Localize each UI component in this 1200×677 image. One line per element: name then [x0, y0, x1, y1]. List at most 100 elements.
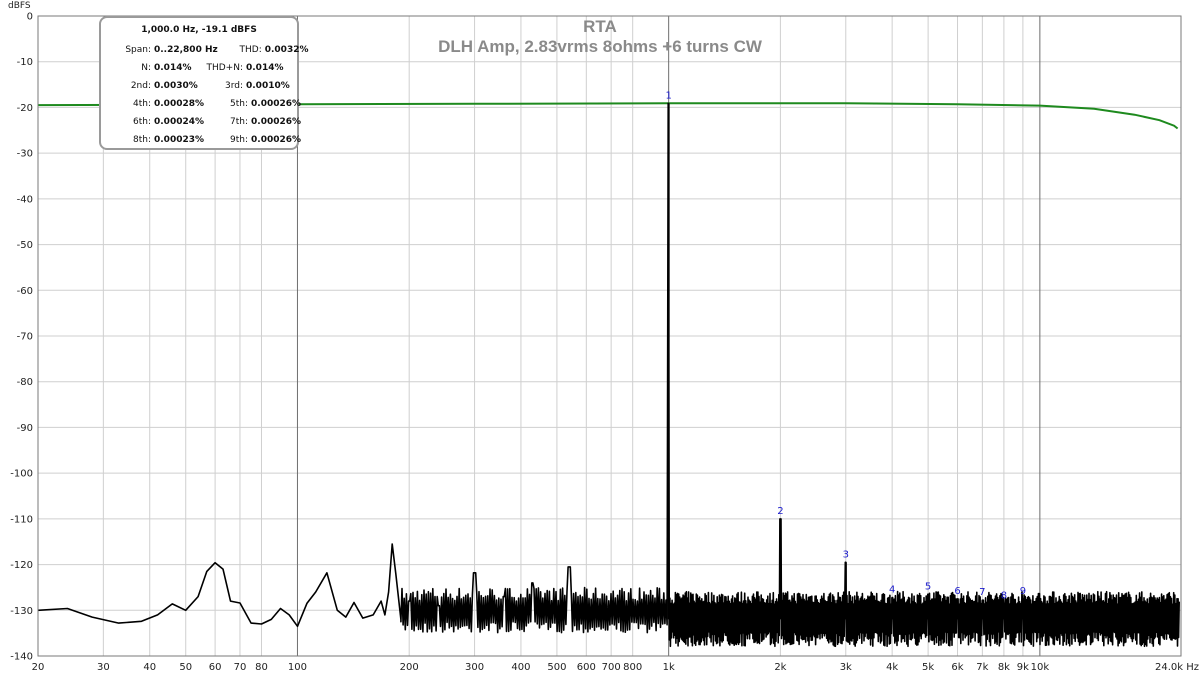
x-tick-label: 500 [547, 662, 566, 673]
y-tick-label: -110 [10, 514, 33, 525]
x-tick-label: 50 [179, 662, 192, 673]
info-key: THD: [239, 45, 262, 55]
y-tick-label: 0 [27, 12, 33, 23]
info-cell: 4th: 0.00028% [101, 99, 204, 109]
info-key: 2nd: [130, 81, 151, 91]
y-tick-label: -130 [10, 606, 33, 617]
x-tick-label: 400 [511, 662, 530, 673]
info-value: 0.0032% [264, 45, 309, 55]
x-tick-label: 1k [663, 662, 675, 673]
info-cell: 9th: 0.00026% [204, 135, 301, 145]
y-tick-label: -80 [17, 377, 33, 388]
y-tick-label: -70 [17, 332, 33, 343]
info-cell: 5th: 0.00026% [204, 99, 301, 109]
peak-label-layer: 1 2 3 4 5 6 7 8 9 [665, 90, 1026, 601]
info-cell: THD+N: 0.014% [199, 63, 297, 73]
info-row: 8th: 0.00023% 9th: 0.00026% [101, 131, 301, 149]
x-tick-label: 9k [1017, 662, 1029, 673]
info-value: 0..22,800 Hz [154, 45, 218, 55]
info-cell: THD: 0.0032% [218, 45, 309, 55]
y-tick-label: -40 [17, 194, 33, 205]
x-tick-label: 60 [209, 662, 222, 673]
y-tick-label: -50 [17, 240, 33, 251]
harmonic-peak-label: 3 [843, 549, 849, 560]
x-tick-label: 600 [577, 662, 596, 673]
measurement-info-box: 1,000.0 Hz, -19.1 dBFS Span: 0..22,800 Hz… [99, 16, 308, 150]
chart-title: RTA [583, 17, 617, 36]
x-tick-label: 800 [623, 662, 642, 673]
y-tick-label: -120 [10, 560, 33, 571]
info-key: N: [141, 63, 151, 73]
harmonic-peak-label: 5 [925, 581, 931, 592]
info-cell: 3rd: 0.0010% [199, 81, 297, 91]
harmonic-peak-label: 4 [889, 584, 895, 595]
info-cell: 6th: 0.00024% [101, 117, 204, 127]
info-row: N: 0.014% THD+N: 0.014% [101, 59, 297, 77]
info-cell: N: 0.014% [101, 63, 199, 73]
harmonic-peak-label: 8 [1001, 590, 1007, 601]
x-tick-label: 30 [97, 662, 110, 673]
info-row: 6th: 0.00024% 7th: 0.00026% [101, 113, 301, 131]
tick-layer: 0 -10 -20 -30 -40 -50 -60 -70 -80 -90 -100 -110 -120… [10, 12, 1199, 674]
x-tick-label: 3k [840, 662, 852, 673]
x-tick-label: 8k [998, 662, 1010, 673]
info-cell: 7th: 0.00026% [204, 117, 301, 127]
x-tick-label: 80 [255, 662, 268, 673]
y-tick-label: -100 [10, 469, 33, 480]
info-row: 2nd: 0.0030% 3rd: 0.0010% [101, 77, 297, 95]
info-value: 0.014% [246, 63, 284, 73]
info-cell: 2nd: 0.0030% [101, 81, 199, 91]
y-axis-unit: dBFS [8, 1, 31, 11]
y-tick-label: -20 [17, 103, 33, 114]
info-value: 0.00023% [154, 135, 205, 145]
x-tick-label: 70 [234, 662, 247, 673]
info-value: 0.0010% [246, 81, 290, 91]
x-tick-label: 200 [400, 662, 419, 673]
harmonic-peak-label: 2 [777, 506, 783, 517]
harmonic-peak-label: 7 [979, 587, 985, 598]
y-tick-label: -90 [17, 423, 33, 434]
info-row: Span: 0..22,800 Hz THD: 0.0032% [101, 41, 308, 59]
plot-frame [37, 15, 1182, 657]
harmonic-peak-label: 6 [954, 586, 960, 597]
x-tick-label: 2k [774, 662, 786, 673]
x-tick-label: 6k [951, 662, 963, 673]
info-value: 0.0030% [154, 81, 198, 91]
info-value: 0.00026% [251, 117, 302, 127]
info-key: 4th: [133, 99, 151, 109]
x-tick-label: 100 [288, 662, 307, 673]
info-row: 4th: 0.00028% 5th: 0.00026% [101, 95, 301, 113]
chart-subtitle: DLH Amp, 2.83vrms 8ohms +6 turns CW [438, 37, 763, 56]
info-key: THD+N: [206, 63, 243, 73]
x-tick-label: 700 [602, 662, 621, 673]
x-tick-label: 4k [886, 662, 898, 673]
x-tick-label: 10k [1031, 662, 1050, 673]
y-tick-label: -60 [17, 286, 33, 297]
info-value: 0.00026% [251, 135, 302, 145]
info-key: 3rd: [224, 81, 243, 91]
harmonic-peak-label: 9 [1020, 586, 1026, 597]
info-rows: Span: 0..22,800 Hz THD: 0.0032% N: 0.014% THD+… [101, 41, 308, 149]
info-key: 9th: [230, 135, 249, 145]
series-line-spectrum [37, 102, 1180, 648]
y-tick-label: -10 [17, 57, 33, 68]
info-key: Span: [125, 45, 151, 55]
x-tick-label: 7k [976, 662, 988, 673]
y-tick-label: -140 [10, 652, 33, 663]
info-cell: Span: 0..22,800 Hz [101, 45, 218, 55]
info-key: 5th: [230, 99, 249, 109]
y-tick-label: -30 [17, 149, 33, 160]
harmonic-peak-label: 1 [665, 90, 671, 101]
info-value: 0.014% [154, 63, 192, 73]
info-cell: 8th: 0.00023% [101, 135, 204, 145]
x-tick-label: 300 [465, 662, 484, 673]
x-tick-label: 5k [922, 662, 934, 673]
info-value: 0.00028% [154, 99, 205, 109]
x-tick-label: 20 [32, 662, 45, 673]
info-key: 7th: [230, 117, 249, 127]
info-value: 0.00024% [154, 117, 205, 127]
info-header: 1,000.0 Hz, -19.1 dBFS [141, 25, 257, 35]
info-key: 6th: [133, 117, 151, 127]
x-tick-label: 40 [143, 662, 156, 673]
